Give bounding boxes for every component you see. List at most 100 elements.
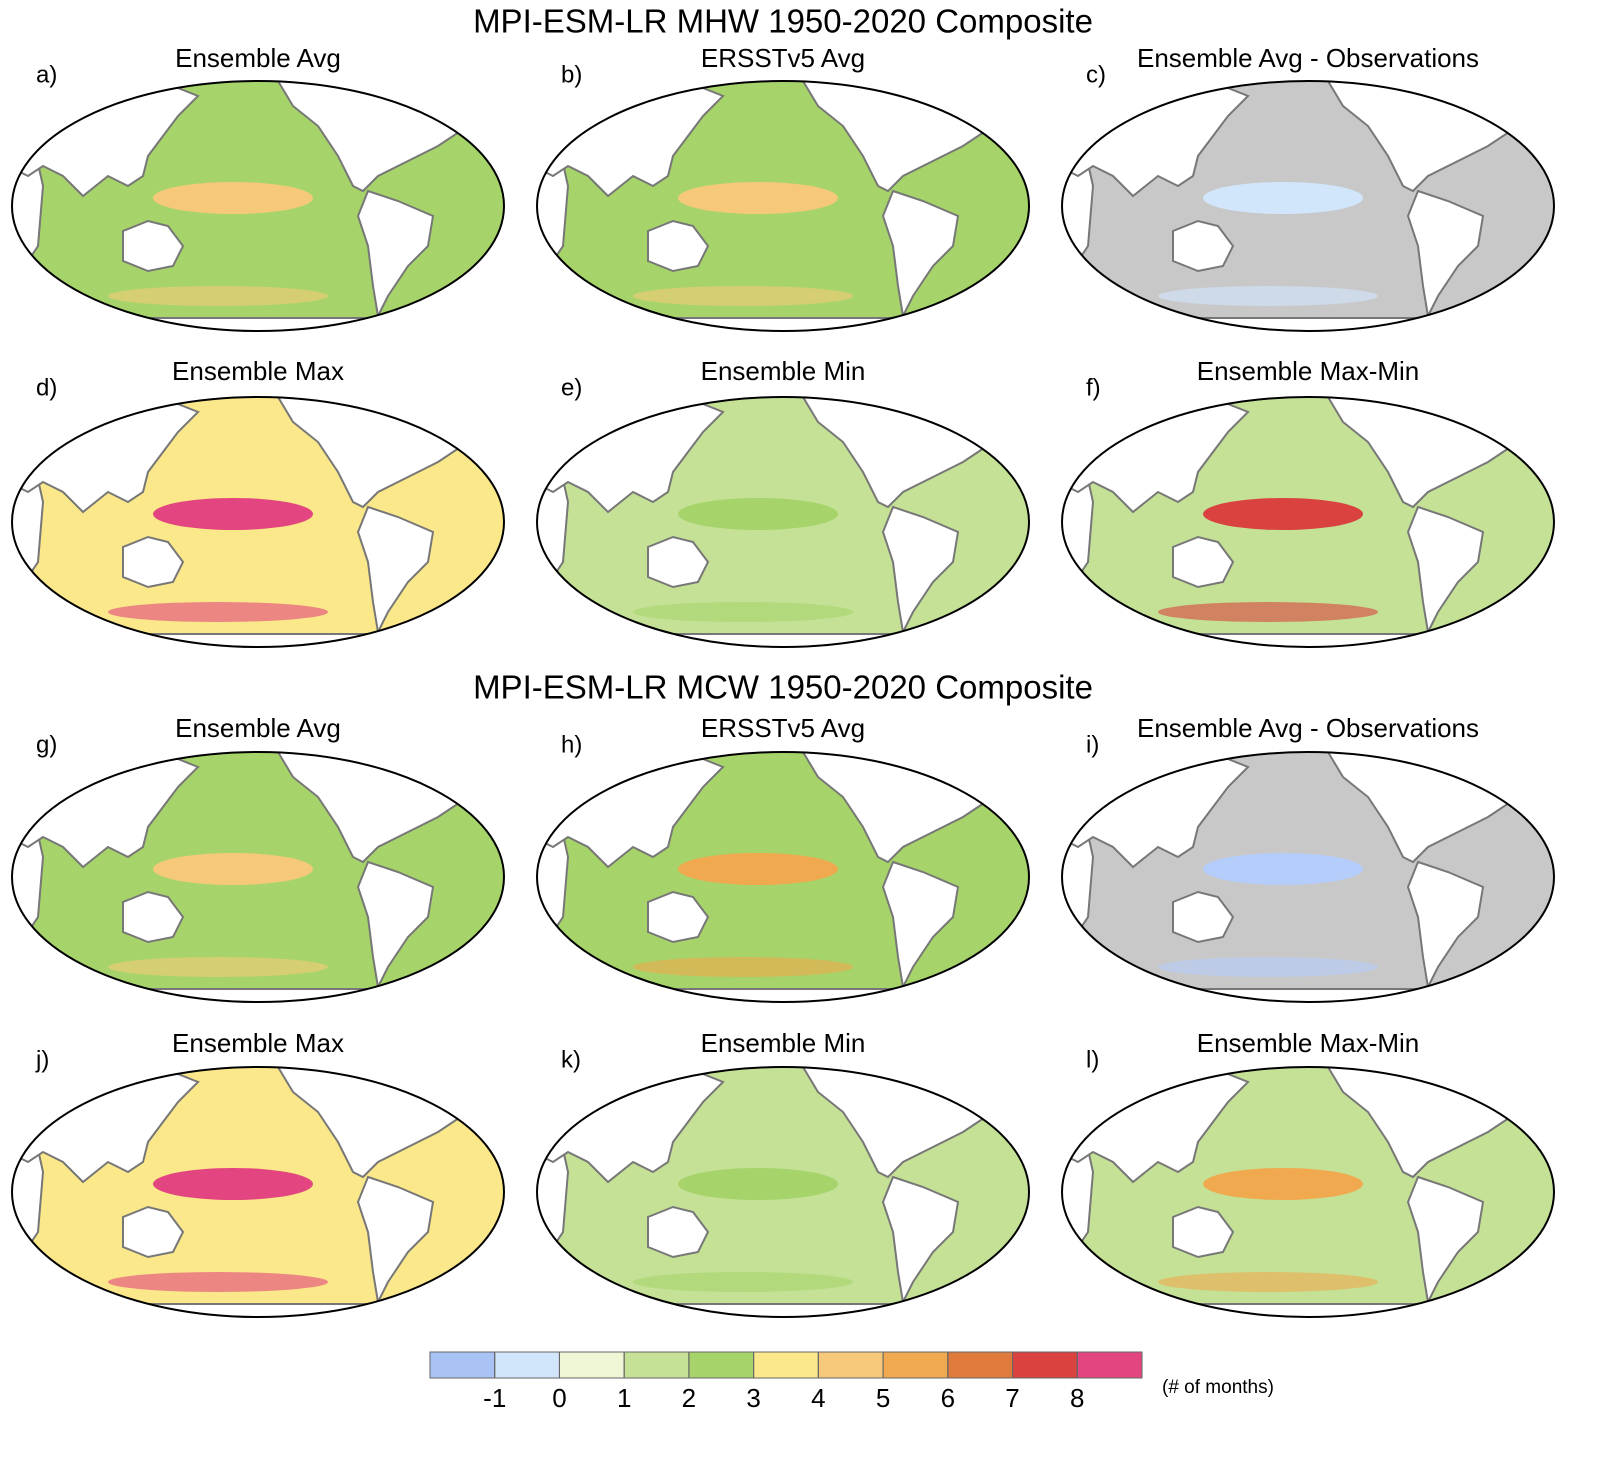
map-body — [1062, 752, 1554, 1002]
colorbar-box — [494, 1351, 560, 1379]
map-border — [11, 80, 505, 332]
anomaly-region — [678, 1168, 838, 1200]
anomaly-region — [1158, 957, 1378, 977]
anomaly-region — [108, 1272, 328, 1292]
map-body — [537, 1067, 1029, 1317]
map-border — [1061, 751, 1555, 1003]
panel-title: Ensemble Min — [701, 356, 866, 386]
panels: a) Ensemble Avg b) ERSSTv5 Avg c) Ensemble Av… — [11, 43, 1555, 1318]
panel-title: Ensemble Avg - Observations — [1137, 713, 1479, 743]
map-border — [1061, 80, 1555, 332]
panel-label: h) — [561, 731, 582, 758]
map-panel: g) Ensemble Avg — [11, 713, 505, 1003]
anomaly-region — [1203, 498, 1363, 530]
map-body — [12, 1067, 504, 1317]
colorbar-tick-label: -1 — [483, 1383, 506, 1413]
map-border — [11, 751, 505, 1003]
colorbar-box — [753, 1351, 819, 1379]
colorbar-box — [558, 1351, 625, 1379]
map-panel: c) Ensemble Avg - Observations — [1061, 43, 1555, 332]
map-panel: f) Ensemble Max-Min — [1061, 356, 1555, 648]
map-border — [1061, 1066, 1555, 1318]
panel-title: Ensemble Avg — [175, 43, 341, 73]
colorbar-tick-label: 5 — [876, 1383, 890, 1413]
map — [11, 1066, 505, 1318]
panel-label: c) — [1086, 61, 1106, 88]
anomaly-region — [1158, 602, 1378, 622]
panel-title: Ensemble Avg — [175, 713, 341, 743]
map — [536, 1066, 1030, 1318]
figure-title: MPI-ESM-LR MCW 1950-2020 Composite — [473, 669, 1093, 706]
anomaly-region — [153, 498, 313, 530]
panel-label: a) — [36, 61, 57, 88]
anomaly-region — [1203, 853, 1363, 885]
colorbar-box — [817, 1351, 884, 1379]
map — [536, 396, 1030, 648]
map-body — [537, 81, 1029, 331]
map — [11, 751, 505, 1003]
colorbar-box — [623, 1351, 690, 1379]
map-body — [537, 397, 1029, 647]
anomaly-region — [108, 286, 328, 306]
colorbar-tick-label: 7 — [1005, 1383, 1019, 1413]
colorbar-tick-label: 3 — [746, 1383, 760, 1413]
map — [1061, 751, 1555, 1003]
map-border — [11, 1066, 505, 1318]
colorbar: -1 0 1 2 3 4 5 6 7 8 (# of months) — [429, 1351, 1274, 1413]
colorbar-box — [1012, 1351, 1078, 1379]
anomaly-region — [1203, 1168, 1363, 1200]
panel-title: Ensemble Max-Min — [1197, 356, 1420, 386]
colorbar-box — [688, 1351, 755, 1379]
anomaly-region — [153, 853, 313, 885]
anomaly-region — [1158, 1272, 1378, 1292]
map — [536, 751, 1030, 1003]
panel-label: d) — [36, 374, 57, 401]
anomaly-region — [108, 602, 328, 622]
colorbar-tick-label: 4 — [811, 1383, 825, 1413]
anomaly-region — [678, 182, 838, 214]
panel-label: b) — [561, 61, 582, 88]
anomaly-region — [678, 853, 838, 885]
colorbar-box — [429, 1351, 496, 1379]
map-body — [1062, 81, 1554, 331]
map-panel: h) ERSSTv5 Avg — [536, 713, 1030, 1003]
colorbar-tick-label: 6 — [941, 1383, 955, 1413]
colorbar-box — [1076, 1351, 1143, 1379]
panel-label: e) — [561, 374, 582, 401]
anomaly-region — [1203, 182, 1363, 214]
anomaly-region — [633, 957, 853, 977]
map-panel: a) Ensemble Avg — [11, 43, 505, 332]
map-border — [11, 396, 505, 648]
anomaly-region — [633, 602, 853, 622]
map — [1061, 1066, 1555, 1318]
anomaly-region — [633, 286, 853, 306]
map-border — [536, 1066, 1030, 1318]
map-panel: b) ERSSTv5 Avg — [536, 43, 1030, 332]
map-body — [12, 81, 504, 331]
panel-label: f) — [1086, 374, 1101, 401]
colorbar-box — [882, 1351, 949, 1379]
map — [1061, 80, 1555, 332]
map-border — [536, 751, 1030, 1003]
map — [11, 80, 505, 332]
panel-title: Ensemble Max — [172, 356, 344, 386]
figure-title: MPI-ESM-LR MHW 1950-2020 Composite — [473, 3, 1093, 40]
colorbar-tick-label: 1 — [617, 1383, 631, 1413]
map-border — [536, 80, 1030, 332]
panel-title: Ensemble Min — [701, 1028, 866, 1058]
map-body — [1062, 397, 1554, 647]
panel-title: ERSSTv5 Avg — [701, 713, 865, 743]
map-panel: i) Ensemble Avg - Observations — [1061, 713, 1555, 1003]
map-panel: k) Ensemble Min — [536, 1028, 1030, 1318]
map-panel: l) Ensemble Max-Min — [1061, 1028, 1555, 1318]
panel-label: l) — [1086, 1046, 1099, 1073]
map — [536, 80, 1030, 332]
panel-label: j) — [35, 1046, 49, 1073]
panel-title: Ensemble Max-Min — [1197, 1028, 1420, 1058]
map-body — [537, 752, 1029, 1002]
map-body — [12, 397, 504, 647]
anomaly-region — [678, 498, 838, 530]
colorbar-tick-label: 2 — [682, 1383, 696, 1413]
map-panel: e) Ensemble Min — [536, 356, 1030, 648]
